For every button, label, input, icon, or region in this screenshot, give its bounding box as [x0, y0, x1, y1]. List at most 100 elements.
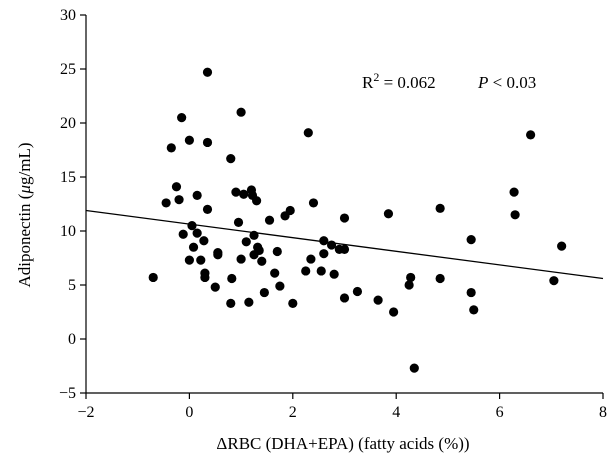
- y-title-part-1: Adiponectin (: [15, 193, 34, 287]
- data-point: [174, 195, 184, 205]
- data-point: [339, 293, 350, 303]
- data-point: [259, 287, 269, 298]
- data-point: [373, 295, 383, 305]
- data-point: [202, 137, 213, 148]
- y-tick-label: 10: [60, 223, 76, 240]
- data-point: [241, 237, 251, 247]
- data-point: [557, 241, 567, 251]
- r-value: = 0.062: [379, 73, 435, 92]
- data-point: [202, 67, 213, 77]
- x-tick-label: 0: [185, 404, 193, 421]
- y-tick-labels: −5 0 5 10 15 20 25 30: [59, 7, 76, 402]
- x-axis-title: ΔRBC (DHA+EPA) (fatty acids (%)): [216, 434, 469, 453]
- data-point: [188, 242, 199, 252]
- data-point: [303, 128, 313, 138]
- data-point: [244, 297, 254, 307]
- data-point: [435, 273, 445, 284]
- data-point: [409, 363, 419, 373]
- data-point: [406, 272, 416, 283]
- data-point: [161, 198, 171, 208]
- data-points: [148, 67, 567, 373]
- p-value: < 0.03: [488, 73, 536, 92]
- data-point: [306, 254, 316, 264]
- data-point: [239, 189, 249, 199]
- data-point: [466, 235, 476, 245]
- r-exponent: 2: [373, 70, 379, 84]
- x-tick-labels: −2 0 2 4 6 8: [77, 404, 607, 421]
- data-point: [227, 273, 237, 284]
- y-title-mu: μ: [15, 185, 34, 195]
- data-point: [288, 298, 298, 308]
- x-tick-label: 4: [392, 404, 400, 421]
- data-point: [213, 248, 223, 258]
- data-point: [383, 209, 394, 219]
- data-point: [226, 154, 236, 164]
- data-point: [196, 255, 206, 265]
- data-point: [329, 269, 339, 279]
- data-point: [231, 187, 241, 197]
- data-point: [339, 213, 350, 223]
- data-point: [226, 298, 236, 308]
- data-point: [202, 204, 213, 214]
- y-axis-title: Adiponectin (μg/mL): [15, 143, 34, 288]
- data-point: [236, 107, 246, 117]
- data-point: [192, 228, 202, 238]
- data-point: [339, 244, 350, 254]
- data-point: [316, 266, 326, 276]
- data-point: [389, 307, 399, 317]
- data-point: [148, 272, 158, 283]
- tick-marks: [80, 14, 604, 399]
- data-point: [210, 282, 220, 292]
- y-tick-label: 20: [60, 115, 76, 132]
- data-point: [435, 203, 445, 213]
- y-tick-label: 30: [60, 7, 76, 24]
- data-point: [549, 276, 559, 286]
- y-title-part-2: g/mL): [15, 143, 34, 186]
- data-point: [171, 182, 182, 192]
- data-point: [308, 198, 319, 208]
- data-point: [177, 113, 187, 123]
- y-tick-label: 15: [60, 169, 76, 186]
- y-tick-label: 5: [68, 277, 76, 294]
- data-point: [178, 229, 188, 239]
- data-point: [275, 281, 285, 291]
- data-point: [319, 249, 329, 259]
- r-label: R: [362, 73, 374, 92]
- data-point: [404, 280, 414, 290]
- data-point: [249, 230, 259, 240]
- y-tick-label: 25: [60, 61, 76, 78]
- data-point: [166, 143, 176, 153]
- data-point: [272, 246, 282, 257]
- x-tick-label: 6: [496, 404, 504, 421]
- data-point: [199, 236, 209, 246]
- data-point: [510, 210, 520, 220]
- data-point: [233, 217, 244, 227]
- x-tick-label: 2: [289, 404, 297, 421]
- data-point: [466, 287, 476, 298]
- data-point: [252, 196, 262, 206]
- data-point: [352, 286, 363, 297]
- data-point: [469, 305, 479, 315]
- r-squared-annotation: R2 = 0.062: [362, 70, 436, 92]
- y-tick-label: 0: [68, 331, 76, 348]
- data-point: [257, 256, 267, 266]
- data-point: [270, 268, 280, 278]
- data-point: [254, 245, 264, 256]
- data-point: [264, 215, 275, 225]
- p-value-annotation: P < 0.03: [477, 73, 536, 92]
- p-label: P: [477, 73, 488, 92]
- data-point: [301, 266, 311, 276]
- x-tick-label: 8: [599, 404, 607, 421]
- data-point: [509, 187, 519, 197]
- data-point: [236, 254, 246, 264]
- regression-line: [85, 209, 604, 280]
- data-point: [200, 272, 210, 283]
- data-point: [526, 130, 536, 140]
- data-point: [184, 255, 194, 265]
- data-point: [184, 135, 194, 145]
- data-point: [192, 190, 202, 200]
- data-point: [319, 236, 329, 246]
- data-point: [187, 221, 197, 231]
- data-point: [326, 240, 337, 250]
